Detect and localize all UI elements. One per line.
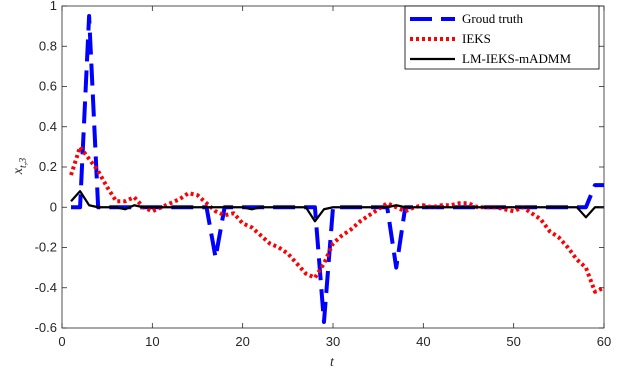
- legend-label-1: Groud truth: [462, 11, 524, 26]
- y-tick-label: 0.4: [39, 119, 57, 134]
- y-tick-label: 1: [50, 0, 57, 13]
- x-tick-label: 50: [506, 334, 520, 349]
- x-tick-label: 40: [416, 334, 430, 349]
- y-axis-label: xt,3: [11, 158, 29, 176]
- x-tick-labels: 0 10 20 30 40 50 60: [58, 334, 611, 349]
- legend-label-3: LM-IEKS-mADMM: [462, 51, 571, 66]
- y-tick-label: -0.6: [35, 320, 57, 335]
- y-tick-label: -0.4: [35, 280, 57, 295]
- y-tick-label: -0.2: [35, 240, 57, 255]
- series-line-3: [70, 190, 604, 223]
- y-tick-label: 0.6: [39, 79, 57, 94]
- y-axis-label-main: x: [11, 167, 26, 175]
- y-tick-label: 0.8: [39, 38, 57, 53]
- x-tick-label: 20: [235, 334, 249, 349]
- x-tick-label: 60: [597, 334, 611, 349]
- y-tick-label: 0: [50, 199, 57, 214]
- y-tick-label: 0.2: [39, 159, 57, 174]
- y-axis-label-subscript: t,3: [18, 158, 29, 168]
- legend: Groud truth IEKS LM-IEKS-mADMM: [404, 5, 600, 70]
- x-axis-label: t: [330, 355, 335, 370]
- series-layer: [69, 14, 605, 324]
- axes-layer: [61, 5, 605, 329]
- x-tick-label: 10: [145, 334, 159, 349]
- x-tick-label: 30: [326, 334, 340, 349]
- x-tick-label: 0: [58, 334, 65, 349]
- legend-label-2: IEKS: [462, 31, 491, 46]
- y-tick-labels: -0.6 -0.4 -0.2 0 0.2 0.4 0.6 0.8 1: [35, 0, 57, 335]
